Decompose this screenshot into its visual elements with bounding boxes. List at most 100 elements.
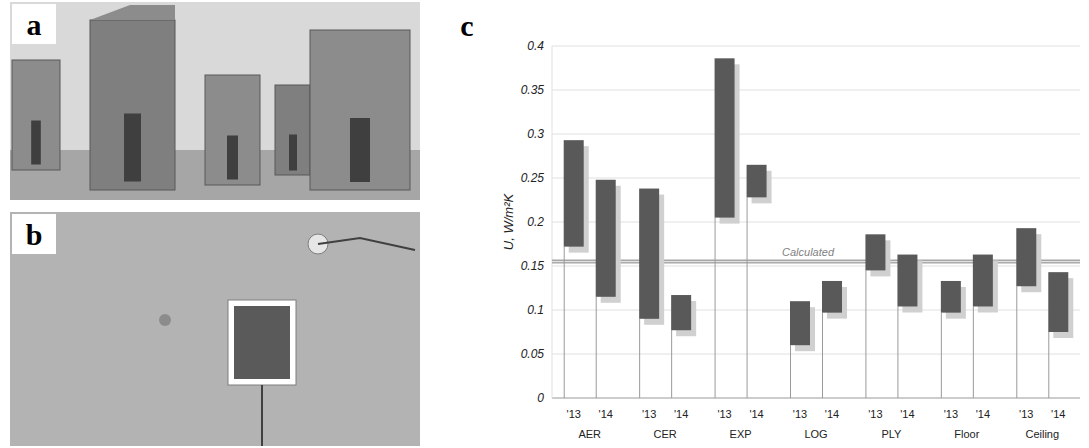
photo-sensor-frame (228, 300, 296, 385)
grid-line (552, 134, 1080, 135)
photo-wall (10, 212, 420, 446)
photo-door (124, 114, 141, 182)
y-tick-label: 0 (537, 391, 544, 405)
photo-house (310, 30, 410, 190)
panel-letter-patch (12, 4, 56, 44)
group-label: Ceiling (1025, 428, 1059, 440)
drop-line (747, 197, 748, 398)
drop-line (822, 313, 823, 398)
y-tick-label: 0.25 (521, 171, 545, 185)
y-tick-label: 0.15 (521, 259, 545, 273)
drop-line (564, 247, 565, 398)
x-tick-label: '13 (567, 408, 581, 420)
panel-letter: b (26, 218, 43, 251)
grid-line (552, 46, 1080, 47)
y-tick-label: 0.35 (521, 83, 545, 97)
drop-line (596, 297, 597, 398)
bar (747, 165, 767, 198)
photo-door (227, 136, 238, 180)
grid-line (552, 90, 1080, 91)
x-tick-label: '13 (944, 408, 958, 420)
bar (564, 140, 584, 246)
x-tick-label: '13 (868, 408, 882, 420)
y-tick-label: 0.2 (527, 215, 544, 229)
photo-roof (90, 5, 175, 20)
y-tick-label: 0.1 (527, 303, 544, 317)
x-tick-label: '14 (599, 408, 613, 420)
bar (822, 281, 842, 313)
photo-sky (10, 2, 420, 200)
x-tick-label: '14 (1051, 408, 1065, 420)
photo-house (205, 75, 260, 185)
photo-cable (318, 238, 415, 250)
bar (973, 255, 993, 307)
bar (790, 301, 810, 345)
y-tick-label: 0.3 (527, 127, 544, 141)
grid-line (552, 354, 1080, 355)
drop-line (715, 218, 716, 398)
reference-lines (552, 261, 1080, 262)
grid-line (552, 398, 1080, 399)
photo-house (90, 20, 175, 190)
group-label: EXP (730, 428, 752, 440)
drop-line (865, 270, 866, 398)
y-axis-title: U, W/m²K (501, 193, 516, 251)
group-label: LOG (804, 428, 827, 440)
x-tick-label: '14 (749, 408, 763, 420)
bar (596, 180, 616, 297)
drop-line (941, 313, 942, 398)
photo-door (350, 118, 370, 182)
grid-line (552, 222, 1080, 223)
bar (639, 189, 659, 319)
drop-line (671, 330, 672, 398)
bar (897, 255, 917, 307)
x-tick-label: '14 (674, 408, 688, 420)
x-tick-label: '14 (976, 408, 990, 420)
figure: a b c 0 0.05 0.1 0.15 0.2 0.25 0.3 0.35 0.4 U, W/m²K… (0, 0, 1089, 448)
bar (671, 295, 691, 330)
y-tick-label: 0.05 (521, 347, 545, 361)
x-tick-label: '13 (717, 408, 731, 420)
photo-door (289, 135, 297, 171)
photo-sensor (234, 306, 290, 379)
photo-house (12, 60, 60, 170)
bar (715, 58, 735, 217)
grid-line (552, 310, 1080, 311)
drop-line (973, 306, 974, 398)
y-axis-line (552, 46, 553, 398)
drop-line (897, 306, 898, 398)
drop-line (639, 319, 640, 398)
group-label: Floor (954, 428, 979, 440)
photo-a (10, 2, 420, 200)
group-label: PLY (881, 428, 902, 440)
reference-line (552, 260, 1080, 264)
grid-line (552, 178, 1080, 179)
drop-line (790, 345, 791, 398)
bar (865, 234, 885, 270)
drop-line (1016, 286, 1017, 398)
x-tick-label: '14 (900, 408, 914, 420)
photo-door (31, 121, 41, 165)
bar (1016, 228, 1036, 286)
drop-line (1048, 332, 1049, 398)
x-tick-label: '13 (1019, 408, 1033, 420)
x-tick-label: '13 (642, 408, 656, 420)
x-tick-label: '13 (793, 408, 807, 420)
y-tick-label: 0.4 (527, 39, 544, 53)
photo-cable (261, 385, 263, 446)
bar (1048, 272, 1068, 332)
reference-line-core (552, 261, 1080, 262)
photo-spot (159, 314, 171, 326)
photo-b (10, 212, 420, 446)
reference-label: Calculated (782, 246, 835, 258)
group-label: AER (578, 428, 601, 440)
photo-house (275, 85, 310, 175)
panel-letter: c (460, 9, 473, 42)
panel-letter: a (27, 8, 42, 41)
grid-line (552, 266, 1080, 267)
chart-c: 0 0.05 0.1 0.15 0.2 0.25 0.3 0.35 0.4 U, W/m²K Cal… (501, 39, 1080, 440)
group-label: CER (654, 428, 677, 440)
bar (941, 281, 961, 313)
panel-letter-patch (12, 214, 56, 254)
bars (564, 58, 1074, 398)
